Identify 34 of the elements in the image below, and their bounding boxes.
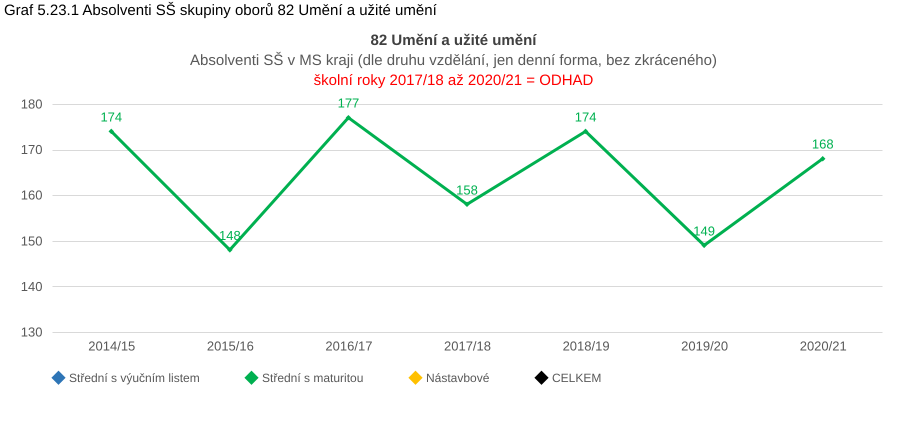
point [108,128,114,134]
x-tick-label: 2018/19 [562,338,610,354]
y-tick-label: 170 [20,142,42,158]
point [464,202,470,208]
x-tick-label: 2015/16 [206,338,254,354]
legend-label: CELKEM [552,370,602,385]
legend-label: Nástavbové [426,370,490,385]
point [582,128,588,134]
y-tick-label: 130 [20,324,42,340]
x-tick-label: 2014/15 [88,338,136,354]
point [701,242,707,248]
point [227,247,233,253]
x-tick-label: 2020/21 [800,338,847,354]
data-label: 168 [812,136,834,152]
chart-title: 82 Umění a užité umění [370,32,538,49]
chart-subtitle: Absolventi SŠ v MS kraji (dle druhu vzdělání, jen denní forma, bez zkráceného) [189,52,718,69]
data-label: 174 [574,109,596,124]
point [346,114,352,120]
x-tick-label: 2017/18 [444,338,491,354]
text: Graf 5.23.1 Absolventi SŠ skupiny oborů 82 Umění a užité umění [3,0,438,19]
legend-label: Střední s výučním listem [69,370,200,385]
x-tick-label: 2019/20 [681,338,728,354]
data-label: 158 [456,182,478,198]
y-tick-label: 140 [20,278,42,294]
y-tick-label: 160 [20,188,42,203]
y-tick-label: 180 [20,96,42,112]
data-label: 149 [693,223,715,238]
y-tick-label: 150 [20,233,42,248]
point [820,156,826,162]
data-label: 177 [338,96,360,111]
data-label: 174 [100,109,122,124]
x-tick-label: 2016/17 [325,338,372,354]
text: školní roky 2017/18 až 2020/21 = ODHAD [312,72,594,89]
legend-label: Střední s maturitou [262,370,364,385]
